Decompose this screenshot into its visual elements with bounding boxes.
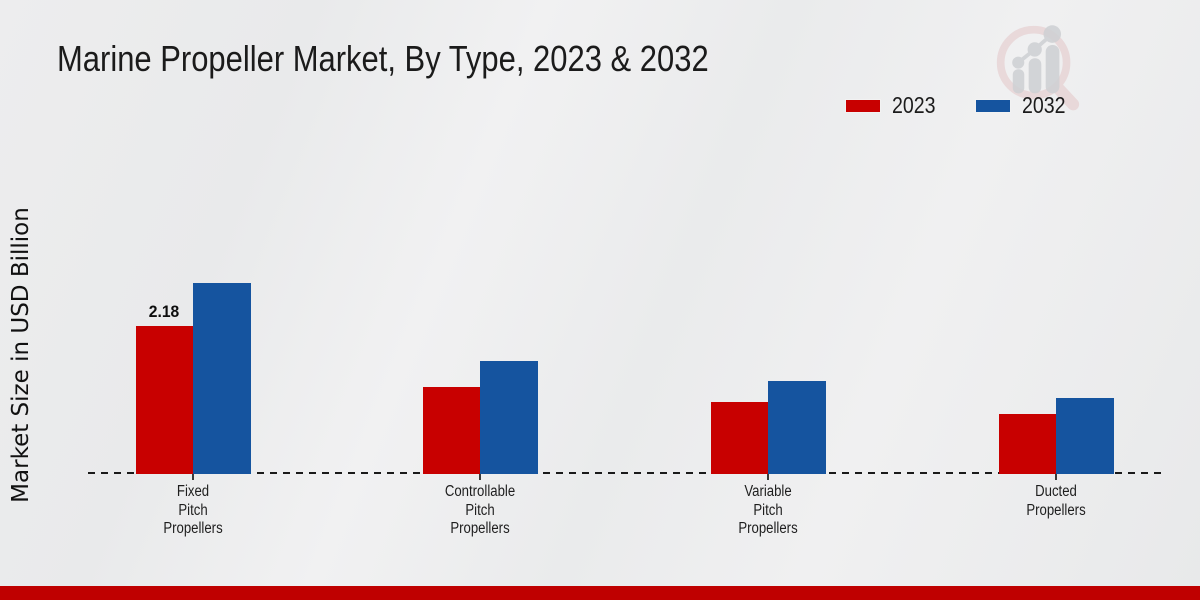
magnifier-handle-icon — [1051, 81, 1080, 111]
bar-2032-ducted-propellers — [1056, 397, 1114, 474]
magnifier-ring-icon — [996, 25, 1071, 100]
category-label-ducted-propellers: Ducted Propellers — [1026, 483, 1086, 519]
bar-2032-fixed-pitch-propellers — [193, 282, 251, 474]
x-axis-tick-controllable-pitch-propellers — [479, 474, 481, 480]
x-axis-tick-ducted-propellers — [1055, 474, 1057, 480]
data-label-2023-fixed-pitch-propellers: 2.18 — [149, 301, 180, 321]
legend-swatch-2032 — [975, 98, 1012, 113]
x-axis-line — [88, 472, 1166, 474]
category-label-variable-pitch-propellers: Variable Pitch Propellers — [738, 483, 798, 537]
trend-bars-icon — [1012, 25, 1062, 94]
bar-2023-controllable-pitch-propellers — [422, 386, 480, 474]
x-axis-tick-fixed-pitch-propellers — [192, 474, 194, 480]
legend-label-2032: 2032 — [1022, 92, 1066, 118]
legend: 2023 2032 — [845, 92, 1073, 119]
bar-2032-variable-pitch-propellers — [768, 380, 826, 474]
legend-swatch-2023 — [845, 98, 881, 113]
legend-item-2032: 2032 — [975, 92, 1073, 119]
brand-logo-watermark — [996, 25, 1080, 111]
bar-2023-ducted-propellers — [998, 414, 1056, 474]
bar-2032-controllable-pitch-propellers — [480, 361, 538, 474]
category-label-controllable-pitch-propellers: Controllable Pitch Propellers — [444, 483, 516, 537]
x-axis-tick-variable-pitch-propellers — [767, 474, 769, 480]
chart-title: Marine Propeller Market, By Type, 2023 &… — [57, 38, 709, 79]
category-label-fixed-pitch-propellers: Fixed Pitch Propellers — [163, 483, 223, 537]
bar-2023-fixed-pitch-propellers — [135, 325, 193, 474]
footer-bar — [0, 586, 1200, 600]
legend-label-2023: 2023 — [892, 92, 936, 118]
bar-2023-variable-pitch-propellers — [710, 401, 768, 474]
legend-item-2023: 2023 — [845, 92, 943, 119]
